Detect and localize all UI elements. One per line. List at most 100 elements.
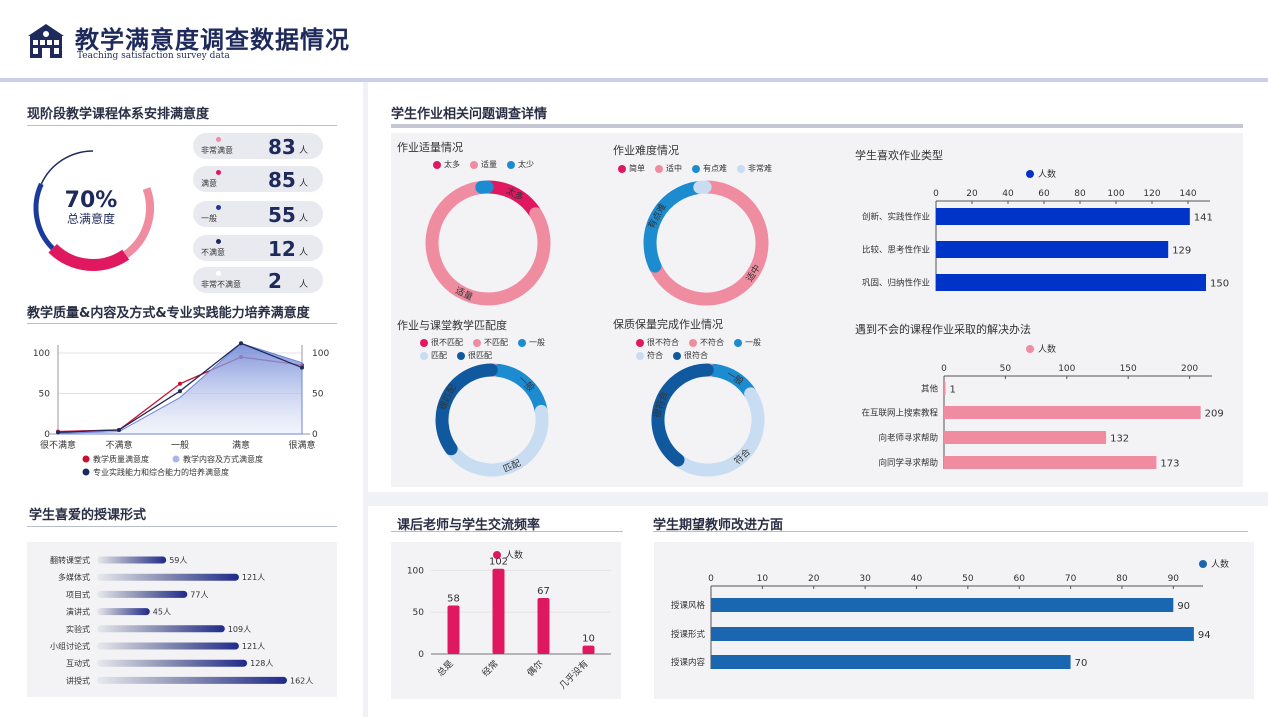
satisfaction-item: 非常满意 83 人 [193, 133, 323, 159]
legend-dot [216, 137, 221, 142]
y-tick-label: 其他 [921, 384, 939, 395]
legend-dot [420, 338, 428, 347]
favorite-forms-panel [27, 542, 337, 697]
satisfaction-item-value: 85 [268, 168, 296, 192]
y-tick-label: 巩固、归纳性作业 [862, 278, 930, 289]
x-tick-label: 60 [1013, 574, 1025, 584]
total-percent: 70% [65, 188, 118, 213]
ring-slice [425, 181, 551, 306]
bar [97, 625, 225, 633]
satisfaction-item: 不满意 12 人 [193, 235, 323, 261]
legend-label: 符合 [647, 351, 663, 360]
y-tick-label: 100 [407, 566, 424, 576]
x-tick-label: 满意 [232, 439, 250, 451]
bar-value: 141 [1194, 213, 1213, 224]
page-subtitle: Teaching satisfaction survey data [77, 51, 230, 61]
bar [936, 241, 1169, 258]
bar-value: 58 [447, 593, 460, 604]
y-tick-label: 创新、实践性作业 [862, 212, 930, 223]
y-tick-label: 比较、思考性作业 [862, 245, 930, 256]
bar [944, 431, 1107, 444]
x-tick-label: 100 [1107, 189, 1124, 199]
x-tick-label: 80 [1074, 189, 1086, 199]
bar [447, 605, 460, 654]
bar [492, 568, 505, 654]
x-tick-label: 40 [911, 574, 923, 584]
bar [97, 608, 150, 616]
slice-label: 很符合 [651, 390, 671, 419]
x-tick-label: 几乎没有 [557, 658, 591, 692]
y2-tick-label: 0 [312, 430, 318, 440]
bar-value: 77人 [190, 590, 208, 599]
y-tick-label: 向老师寻求帮助 [878, 433, 938, 444]
bar-value: 129 [1172, 246, 1191, 257]
legend-item: 简单 [618, 163, 645, 174]
legend-dot [636, 351, 644, 360]
bar-value: 45人 [153, 608, 171, 617]
y-tick-label: 授课形式 [671, 629, 706, 640]
bar [944, 406, 1201, 419]
legend-dot [473, 338, 481, 347]
header-divider [0, 78, 1268, 82]
satisfaction-item-unit: 人 [299, 280, 309, 290]
satisfaction-item-unit: 人 [299, 146, 309, 156]
bar-label: 小组讨论式 [50, 641, 90, 651]
x-tick-label: 70 [1065, 574, 1077, 584]
x-tick-label: 120 [1143, 189, 1160, 199]
legend-label: 适量 [481, 160, 497, 169]
x-tick-label: 50 [962, 574, 974, 584]
bar-value: 90 [1177, 601, 1190, 612]
satisfaction-item-value: 83 [268, 135, 296, 159]
satisfaction-item-label: 非常满意 [201, 146, 233, 155]
homework-panel [391, 133, 1243, 487]
satisfaction-ring-chart: 70% 总满意度 [33, 150, 154, 271]
types-title: 学生喜欢作业类型 [855, 149, 943, 162]
bar-value: 128人 [250, 659, 273, 668]
bar-value: 132 [1110, 434, 1129, 445]
legend-item: 适量 [470, 159, 497, 170]
legend-dot [673, 351, 681, 360]
bar [711, 655, 1071, 669]
bar [944, 382, 946, 395]
legend-item: 不匹配 [473, 337, 508, 348]
school-building-icon [26, 22, 66, 64]
legend-label: 不匹配 [484, 338, 508, 347]
x-tick-label: 150 [1120, 364, 1137, 374]
legend-label: 专业实践能力和综合能力的培养满意度 [93, 467, 229, 477]
bar-label: 实验式 [66, 624, 90, 634]
legend-label: 太少 [518, 160, 534, 169]
ring-slice [651, 363, 714, 467]
bar-value: 162人 [290, 676, 313, 685]
legend-label: 很匹配 [468, 351, 492, 360]
x-tick-label: 一般 [171, 439, 189, 451]
satisfaction-item-label: 不满意 [201, 248, 225, 257]
legend-item: 很不匹配 [420, 337, 463, 348]
x-tick-label: 20 [966, 189, 978, 199]
legend-label: 有点难 [703, 164, 727, 173]
bar [936, 208, 1190, 225]
difficulty-title: 作业难度情况 [613, 144, 679, 157]
ring-slice-very-satisfied [123, 187, 154, 258]
slice-label: 有点难 [645, 201, 669, 230]
satisfaction-item-label: 一般 [201, 214, 217, 223]
legend-item: 适中 [655, 163, 682, 174]
x-tick-label: 0 [933, 189, 939, 199]
legend-item: 匹配 [420, 350, 447, 361]
legend-item: 太少 [507, 159, 534, 170]
x-tick-label: 200 [1181, 364, 1198, 374]
satisfaction-item: 满意 85 人 [193, 166, 323, 192]
y-tick-label: 向同学寻求帮助 [878, 458, 938, 469]
legend-dot [493, 551, 501, 559]
section-line [27, 323, 337, 324]
legend-dot [420, 351, 428, 360]
communication-panel [391, 542, 621, 699]
favorite-forms-title: 学生喜爱的授课形式 [29, 508, 147, 523]
y-tick-label: 100 [33, 349, 50, 359]
communication-title: 课后老师与学生交流频率 [397, 518, 541, 533]
ring-slice [445, 404, 549, 477]
ring-slice [672, 387, 765, 477]
satisfaction-item-unit: 人 [299, 248, 309, 258]
satisfaction-item-value: 55 [268, 203, 296, 227]
